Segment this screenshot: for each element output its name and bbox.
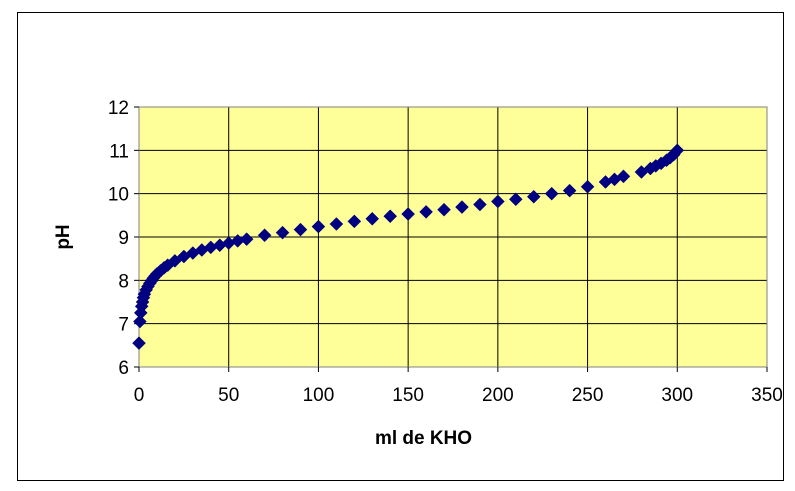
data-point [670,143,685,158]
y-tick-label: 7 [118,315,129,336]
data-point [293,222,308,237]
x-tick-label: 150 [392,385,424,406]
y-tick-label: 10 [108,185,129,206]
data-point [544,186,559,201]
data-point [132,336,146,351]
data-point [616,169,631,184]
data-point [473,197,487,212]
data-point [347,214,362,229]
data-point [437,202,451,217]
x-tick-label: 300 [661,385,693,406]
data-point [526,189,541,204]
y-tick-label: 12 [108,98,129,119]
y-tick-label: 11 [109,141,129,162]
x-tick-label: 50 [218,385,239,406]
data-point [455,200,469,214]
data-point [562,183,577,198]
data-point [580,179,595,194]
y-tick-label: 8 [118,271,129,292]
data-point [275,225,290,240]
data-point [383,209,398,224]
x-axis-ticks: 0 50 100 150 200 250 300 350 [134,367,783,406]
x-tick-label: 350 [751,385,783,406]
data-point [133,314,147,329]
x-tick-label: 200 [482,385,514,406]
data-point [257,228,272,243]
x-tick-label: 250 [572,385,604,406]
data-point [329,217,344,231]
data-point [365,211,380,226]
y-tick-label: 9 [118,228,129,249]
y-axis-ticks: 6 7 8 9 10 11 12 [108,98,139,379]
data-point [491,194,505,209]
data-point [419,205,433,219]
x-tick-label: 0 [134,385,145,406]
data-series [132,143,685,351]
data-point [311,219,326,234]
x-tick-label: 100 [303,385,335,406]
data-point [401,207,415,221]
x-axis-title: ml de KHO [375,428,472,449]
data-point [508,192,523,207]
y-tick-label: 6 [118,358,129,379]
y-axis-title: pH [53,224,74,249]
data-point [239,232,254,247]
